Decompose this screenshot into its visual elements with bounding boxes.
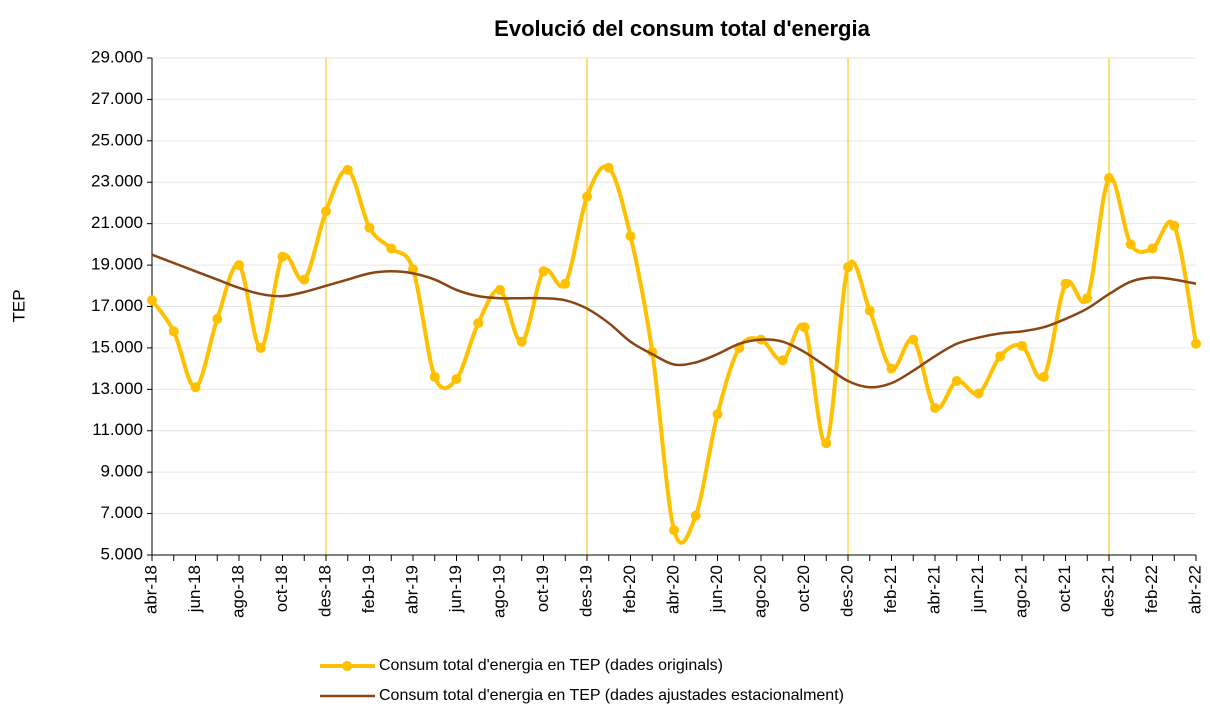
point — [516, 336, 527, 347]
point — [886, 363, 897, 374]
point — [864, 305, 875, 316]
point — [625, 231, 636, 242]
point — [669, 525, 679, 536]
x-tick-label: jun-19 — [446, 565, 465, 613]
point — [277, 251, 288, 262]
point — [690, 510, 701, 521]
x-tick-label: des-19 — [576, 565, 595, 617]
x-tick-label: ago-18 — [228, 565, 247, 618]
x-tick-label: oct-20 — [794, 565, 813, 612]
point — [1147, 243, 1158, 254]
point — [190, 382, 201, 393]
y-tick-label: 9.000 — [100, 462, 143, 481]
x-tick-label: abr-19 — [402, 565, 421, 614]
y-tick-label: 17.000 — [91, 296, 143, 315]
x-tick-label: jun-20 — [707, 565, 726, 613]
point — [386, 243, 397, 254]
x-tick-label: des-20 — [837, 565, 856, 617]
x-tick-label: ago-21 — [1011, 565, 1030, 618]
point — [1125, 239, 1136, 250]
y-tick-label: 29.000 — [91, 47, 143, 66]
point — [1104, 173, 1114, 184]
point — [364, 222, 375, 233]
y-tick-label: 19.000 — [91, 255, 143, 274]
y-tick-label: 25.000 — [91, 130, 143, 149]
x-tick-label: abr-22 — [1185, 565, 1204, 614]
x-tick-label: feb-20 — [620, 565, 639, 613]
x-tick-label: feb-22 — [1142, 565, 1161, 613]
y-axis-label: TEP — [9, 289, 28, 322]
point — [712, 409, 723, 420]
point — [429, 371, 440, 382]
point — [973, 388, 984, 399]
legend-label: Consum total d'energia en TEP (dades aju… — [379, 687, 844, 704]
y-tick-label: 21.000 — [91, 213, 143, 232]
x-tick-label: jun-18 — [185, 565, 204, 613]
point — [1082, 293, 1093, 304]
y-tick-label: 11.000 — [92, 420, 143, 439]
legend-label: Consum total d'energia en TEP (dades ori… — [379, 657, 723, 674]
point — [147, 295, 157, 306]
point — [1191, 338, 1201, 349]
point — [212, 313, 223, 324]
y-tick-label: 7.000 — [100, 503, 143, 522]
point — [255, 342, 266, 353]
series-line — [150, 164, 1198, 545]
point — [538, 266, 549, 277]
point — [1060, 278, 1071, 289]
point — [777, 355, 788, 366]
x-tick-label: feb-19 — [359, 565, 378, 613]
point — [821, 438, 832, 449]
y-tick-label: 13.000 — [91, 379, 143, 398]
point — [168, 326, 179, 337]
point — [321, 206, 331, 217]
chart-title: Evolució del consum total d'energia — [494, 16, 870, 41]
point — [1017, 340, 1027, 351]
point — [799, 322, 810, 333]
point — [473, 318, 484, 329]
x-tick-label: feb-21 — [881, 565, 900, 613]
legend-marker — [342, 661, 352, 671]
point — [908, 334, 919, 345]
point — [234, 260, 244, 271]
point — [560, 278, 571, 289]
x-tick-label: jun-21 — [968, 565, 987, 613]
y-tick-label: 23.000 — [91, 172, 143, 191]
point — [1169, 220, 1180, 231]
point — [995, 351, 1006, 362]
y-tick-label: 15.000 — [91, 337, 143, 356]
point — [930, 402, 940, 413]
x-tick-label: abr-20 — [663, 565, 682, 614]
x-tick-label: des-18 — [315, 565, 334, 617]
point — [342, 164, 353, 175]
y-tick-label: 5.000 — [100, 544, 143, 563]
x-tick-label: oct-21 — [1055, 565, 1074, 612]
x-tick-label: oct-19 — [533, 565, 552, 612]
x-tick-label: abr-18 — [141, 565, 160, 614]
x-tick-label: oct-18 — [272, 565, 291, 612]
point — [843, 262, 853, 273]
point — [451, 373, 462, 384]
y-tick-label: 27.000 — [91, 89, 143, 108]
x-tick-label: des-21 — [1098, 565, 1117, 617]
point — [299, 274, 310, 285]
point — [582, 191, 592, 202]
point — [495, 284, 505, 295]
x-tick-label: abr-21 — [924, 565, 943, 614]
point — [1038, 371, 1049, 382]
x-tick-label: ago-20 — [750, 565, 769, 618]
x-tick-label: ago-19 — [489, 565, 508, 618]
series-line — [151, 253, 1197, 389]
point — [603, 162, 614, 173]
point — [951, 376, 962, 387]
